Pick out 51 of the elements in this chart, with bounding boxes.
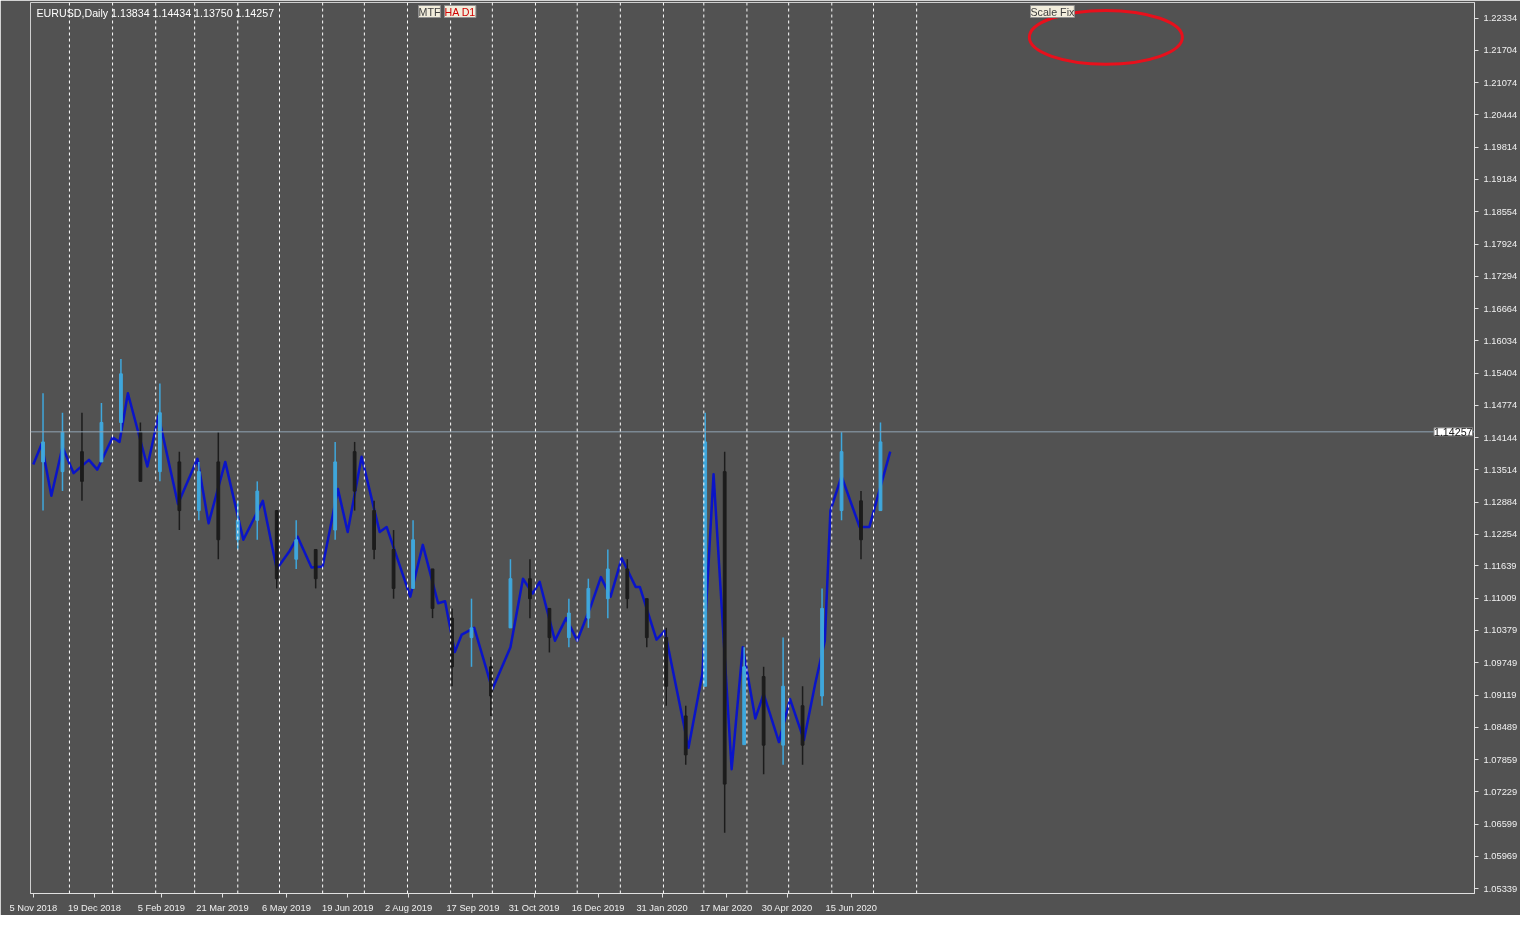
y-tick-label: 1.19184: [1483, 174, 1518, 185]
x-tick-label: 15 Jun 2020: [825, 902, 877, 913]
y-tick-label: 1.14144: [1483, 432, 1518, 443]
x-tick-label: 17 Mar 2020: [699, 902, 753, 913]
y-tick-label: 1.11639: [1483, 560, 1517, 571]
x-tick-label: 30 Apr 2020: [761, 902, 813, 913]
y-tick-label: 1.05339: [1483, 883, 1518, 894]
y-tick-label: 1.08489: [1483, 722, 1518, 733]
x-tick-label: 6 May 2019: [262, 902, 311, 913]
y-tick-label: 1.16664: [1483, 303, 1518, 314]
y-tick-label: 1.07859: [1483, 754, 1518, 765]
y-tick-label: 1.09119: [1483, 690, 1517, 701]
y-tick-label: 1.21074: [1483, 77, 1518, 88]
y-tick-label: 1.15404: [1483, 368, 1518, 379]
y-tick-label: 1.17294: [1483, 271, 1518, 282]
y-tick-label: 1.22334: [1483, 13, 1518, 24]
x-tick-label: 31 Jan 2020: [636, 902, 688, 913]
y-tick-label: 1.17924: [1483, 239, 1518, 250]
y-tick-label: 1.19814: [1483, 142, 1518, 153]
y-tick-label: 1.16034: [1483, 335, 1518, 346]
y-tick-label: 1.10379: [1483, 625, 1518, 636]
x-tick-label: 31 Oct 2019: [508, 902, 560, 913]
y-tick-label: 1.07229: [1483, 786, 1518, 797]
y-tick-label: 1.13514: [1483, 464, 1518, 475]
x-tick-label: 19 Jun 2019: [322, 902, 374, 913]
ref-line-label: 1.14257: [1433, 425, 1473, 438]
x-tick-label: 17 Sep 2019: [446, 902, 500, 913]
y-tick-label: 1.14774: [1483, 400, 1518, 411]
x-tick-label: 2 Aug 2019: [385, 902, 433, 913]
chart-title: EURUSD,Daily 1.13834 1.14434 1.13750 1.14257: [36, 6, 275, 19]
x-tick-label: 5 Feb 2019: [137, 902, 185, 913]
candlestick: [294, 519, 299, 570]
candlestick: [41, 392, 45, 512]
y-tick-label: 1.20444: [1483, 109, 1518, 120]
candlestick: [528, 558, 532, 619]
annotation: HA D1: [444, 5, 476, 18]
candlestick: [469, 597, 474, 668]
x-tick-label: 16 Dec 2019: [571, 902, 625, 913]
x-tick-label: 5 Nov 2018: [9, 902, 58, 913]
y-tick-label: 1.18554: [1483, 206, 1518, 217]
y-tick-label: 1.05969: [1483, 851, 1518, 862]
annotation: Scale Fix: [1030, 5, 1075, 18]
y-tick-label: 1.12254: [1483, 529, 1518, 540]
x-tick-label: 21 Mar 2019: [196, 902, 249, 913]
y-tick-label: 1.12884: [1483, 497, 1518, 508]
y-tick-label: 1.09749: [1483, 657, 1518, 668]
y-tick-label: 1.06599: [1483, 819, 1518, 830]
y-tick-label: 1.21704: [1483, 45, 1518, 56]
annotation: MTF: [418, 5, 441, 18]
x-tick-label: 19 Dec 2018: [68, 902, 121, 913]
y-tick-label: 1.11009: [1483, 593, 1517, 604]
